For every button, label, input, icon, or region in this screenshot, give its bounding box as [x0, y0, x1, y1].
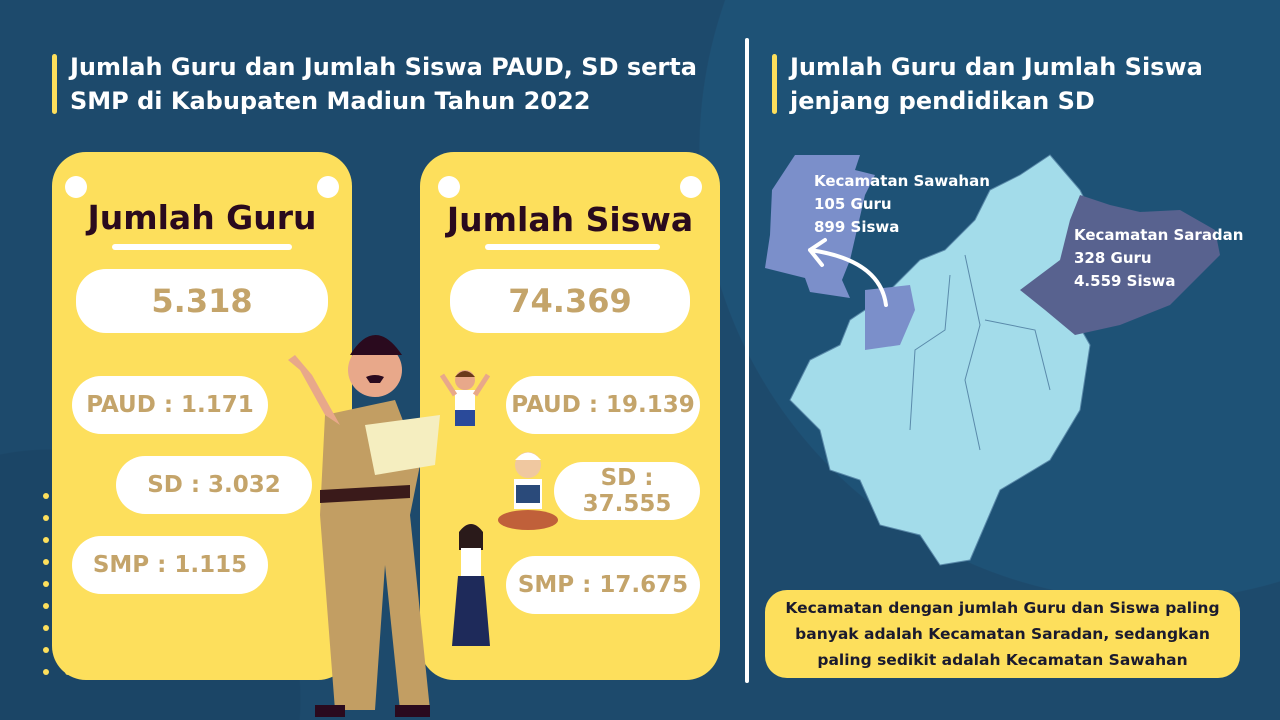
- madiun-map: [765, 154, 1220, 566]
- card-hole: [680, 176, 702, 198]
- sawahan-label: Kecamatan Sawahan 105 Guru 899 Siswa: [814, 172, 990, 236]
- guru-total: 5.318: [76, 269, 328, 333]
- student-boy-illustration: [440, 370, 490, 426]
- dot: [43, 493, 49, 499]
- right-title: Jumlah Guru dan Jumlah Siswa jenjang pen…: [772, 50, 1203, 118]
- card-hole: [317, 176, 339, 198]
- left-title: Jumlah Guru dan Jumlah Siswa PAUD, SD se…: [52, 50, 697, 118]
- dot: [43, 647, 49, 653]
- map-district-borders: [909, 254, 1051, 451]
- guru-paud: PAUD : 1.171: [72, 376, 268, 434]
- dot: [43, 669, 49, 675]
- guru-smp: SMP : 1.115: [72, 536, 268, 594]
- map-district-sawahan: [765, 155, 915, 350]
- dot: [43, 581, 49, 587]
- divider: [745, 38, 749, 683]
- siswa-sd: SD : 37.555: [554, 462, 700, 520]
- saradan-label: Kecamatan Saradan 328 Guru 4.559 Siswa: [1074, 226, 1244, 290]
- siswa-total: 74.369: [450, 269, 690, 333]
- conclusion-note: Kecamatan dengan jumlah Guru dan Siswa p…: [765, 590, 1240, 678]
- underline: [485, 244, 660, 250]
- map-district-saradan: [1020, 195, 1220, 335]
- student-girl-illustration: [452, 524, 490, 646]
- dot: [43, 515, 49, 521]
- underline: [112, 244, 292, 250]
- card-hole: [65, 176, 87, 198]
- arrow-icon: [808, 238, 888, 307]
- guru-sd: SD : 3.032: [116, 456, 312, 514]
- dot: [43, 625, 49, 631]
- dot: [43, 537, 49, 543]
- dot: [43, 603, 49, 609]
- guru-card: Jumlah Guru 5.318 PAUD : 1.171 SD : 3.03…: [52, 152, 352, 680]
- teacher-illustration: [288, 335, 440, 717]
- siswa-smp: SMP : 17.675: [506, 556, 700, 614]
- siswa-heading: Jumlah Siswa: [446, 200, 694, 239]
- card-hole: [438, 176, 460, 198]
- student-reading-illustration: [498, 452, 558, 530]
- dot: [43, 559, 49, 565]
- siswa-paud: PAUD : 19.139: [506, 376, 700, 434]
- guru-heading: Jumlah Guru: [87, 198, 317, 237]
